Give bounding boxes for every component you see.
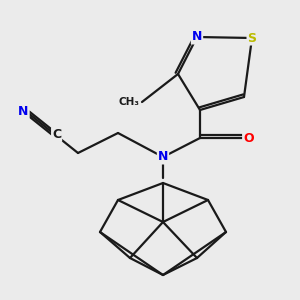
Text: CH₃: CH₃ <box>118 97 140 107</box>
Text: N: N <box>18 105 29 118</box>
Text: N: N <box>158 151 168 164</box>
Text: C: C <box>52 128 61 141</box>
Text: N: N <box>192 31 202 44</box>
Text: O: O <box>243 131 254 145</box>
Text: S: S <box>248 32 256 44</box>
